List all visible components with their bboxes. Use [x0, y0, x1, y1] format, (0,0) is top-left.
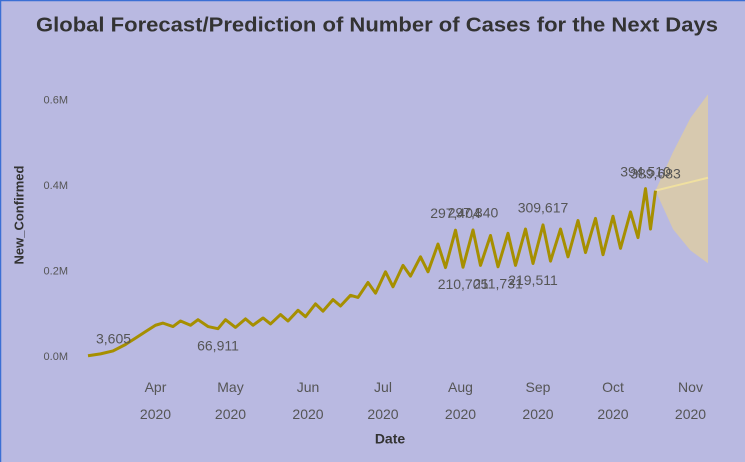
x-tick-label: Jul 2020 [367, 379, 398, 422]
y-tick-label: 0.6M [44, 95, 68, 107]
x-tick-label: Sep 2020 [522, 379, 553, 422]
tick-line: 2020 [597, 406, 628, 422]
data-label: 219,511 [508, 272, 558, 288]
data-label: 297,404 [430, 205, 481, 221]
y-tick-label: 0.2M [44, 266, 68, 278]
y-tick-label: 0.4M [44, 180, 68, 192]
tick-line: 2020 [522, 406, 553, 422]
tick-line: Apr [145, 379, 167, 395]
data-label: 297,840 [448, 205, 499, 221]
tick-line: 2020 [367, 406, 398, 422]
data-label: 394,510 [620, 163, 671, 179]
x-tick-label: Nov 2020 [675, 379, 706, 422]
line [87, 187, 657, 358]
tick-line: 2020 [215, 406, 246, 422]
tick-line: Jun [297, 379, 320, 395]
tick-line: Oct [602, 379, 624, 395]
data-label: 66,911 [197, 337, 239, 353]
forecast-band [655, 94, 708, 264]
x-tick-label: Apr 2020 [140, 379, 171, 422]
y-axis-label: New_Confirmed [11, 165, 26, 264]
tick-line: Sep [526, 379, 551, 395]
data-label: 389,683 [630, 165, 681, 181]
tick-line: 2020 [140, 406, 171, 422]
x-tick-label: Aug 2020 [445, 379, 476, 422]
x-tick-label: May 2020 [215, 379, 246, 422]
data-label: 211,731 [473, 276, 523, 292]
forecast-line [655, 176, 709, 192]
data-label: 3,605 [96, 330, 131, 346]
chart-title: Global Forecast/Prediction of Number of … [36, 14, 718, 36]
tick-line: May [217, 379, 243, 395]
y-tick-label: 0.0M [44, 351, 68, 363]
tick-line: Jul [374, 379, 392, 395]
data-label: 210,705 [438, 276, 489, 292]
tick-line: 2020 [675, 406, 706, 422]
data-label: 309,617 [518, 200, 569, 216]
x-tick-label: Jun 2020 [292, 379, 323, 422]
tick-line: Aug [448, 379, 473, 395]
x-tick-label: Oct 2020 [597, 379, 628, 422]
tick-line: 2020 [292, 406, 323, 422]
tick-line: Nov [678, 379, 703, 395]
x-axis-label: Date [375, 431, 406, 447]
tick-line: 2020 [445, 406, 476, 422]
